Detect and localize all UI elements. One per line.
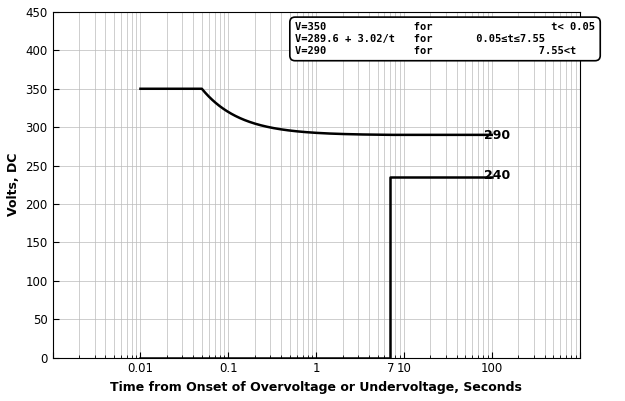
Text: 240: 240 [484,169,511,182]
Text: 290: 290 [484,129,511,142]
X-axis label: Time from Onset of Overvoltage or Undervoltage, Seconds: Time from Onset of Overvoltage or Underv… [110,381,522,394]
Text: V=350              for                   t< 0.05
V=289.6 + 3.02/t   for       0.: V=350 for t< 0.05 V=289.6 + 3.02/t for 0… [295,22,595,55]
Y-axis label: Volts, DC: Volts, DC [7,153,20,217]
